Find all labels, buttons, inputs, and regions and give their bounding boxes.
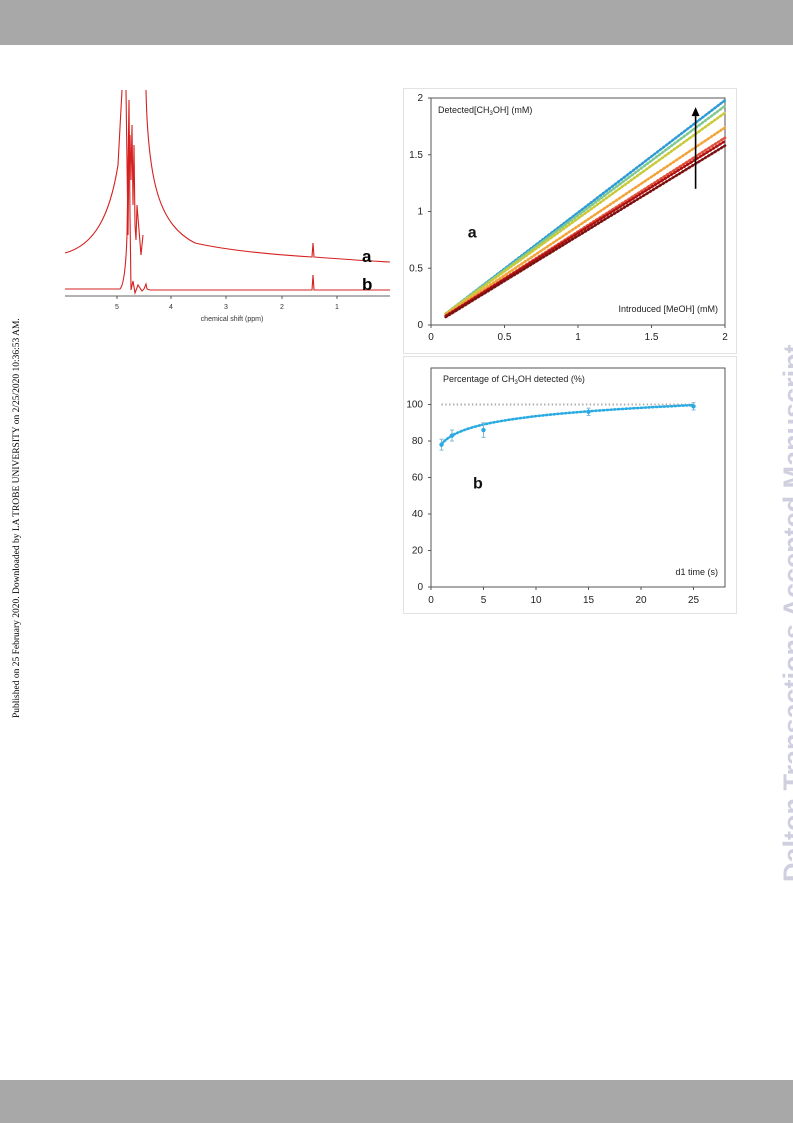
nmr-tick-label: 5 xyxy=(115,304,119,311)
y-tick-label: 1.5 xyxy=(409,150,423,161)
x-tick-label: 1.5 xyxy=(645,332,659,343)
data-point xyxy=(449,433,455,438)
data-point xyxy=(586,409,591,414)
y-tick-label: 100 xyxy=(406,400,423,411)
data-point xyxy=(481,427,486,433)
x-tick-label: 20 xyxy=(635,595,647,606)
chart-b: 0 5 10 15 20 25 0 20 40 60 80 100 Percentage of CH3O… xyxy=(406,367,726,606)
series-line xyxy=(444,144,727,319)
x-tick-label: 5 xyxy=(481,595,487,606)
y-tick-label: 60 xyxy=(412,473,424,484)
nmr-trace-a xyxy=(64,89,391,263)
chart-b-x-axis-label: d1 time (s) xyxy=(675,567,718,577)
chart-a: 0 0.5 1 1.5 2 0 0.5 1 1.5 2 Detected[CH3OH] (mM) In… xyxy=(409,93,728,343)
nmr-spectrum: 5 4 3 2 1 chemical shift (ppm) a b xyxy=(64,89,391,323)
x-tick-label: 1 xyxy=(575,332,581,343)
journal-watermark: Dalton Transactions Accepted Manuscript xyxy=(778,344,793,882)
x-tick-label: 2 xyxy=(722,332,728,343)
x-tick-label: 15 xyxy=(583,595,595,606)
y-tick-label: 20 xyxy=(412,546,424,557)
series-line xyxy=(444,111,727,315)
trend-line xyxy=(440,403,695,446)
series-line xyxy=(444,139,727,318)
nmr-tick-label: 2 xyxy=(280,304,284,311)
y-tick-label: 1 xyxy=(417,207,423,218)
publication-note: Published on 25 February 2020. Downloade… xyxy=(12,318,22,718)
nmr-tick-label: 3 xyxy=(224,304,228,311)
chart-a-panel-label: a xyxy=(468,225,477,242)
y-tick-label: 0.5 xyxy=(409,263,423,274)
chart-b-panel xyxy=(403,356,737,614)
arrow-head-icon xyxy=(691,107,700,117)
bottom-banner xyxy=(0,1080,793,1123)
y-tick-label: 0 xyxy=(417,582,423,593)
chart-a-x-axis-label: Introduced [MeOH] (mM) xyxy=(618,304,718,314)
nmr-x-axis-label: chemical shift (ppm) xyxy=(201,316,264,323)
x-tick-label: 0.5 xyxy=(498,332,512,343)
chart-b-panel-label: b xyxy=(473,475,483,492)
x-tick-label: 0 xyxy=(428,595,434,606)
chart-a-y-axis-label: Detected[CH3OH] (mM) xyxy=(438,105,532,117)
top-banner xyxy=(0,0,793,45)
chart-b-y-axis-label: Percentage of CH3OH detected (%) xyxy=(443,374,585,386)
x-tick-label: 0 xyxy=(428,332,434,343)
x-tick-label: 25 xyxy=(688,595,700,606)
data-point xyxy=(439,442,444,447)
trace-label-b: b xyxy=(362,275,372,294)
nmr-tick-label: 4 xyxy=(169,304,173,311)
y-tick-label: 2 xyxy=(417,93,423,104)
y-tick-label: 0 xyxy=(417,320,423,331)
series-line xyxy=(444,126,727,317)
y-tick-label: 80 xyxy=(412,436,424,447)
y-tick-label: 40 xyxy=(412,509,424,520)
x-tick-label: 10 xyxy=(530,595,542,606)
data-point xyxy=(691,404,696,409)
nmr-tick-label: 1 xyxy=(335,304,339,311)
nmr-trace-b xyxy=(65,99,390,296)
trace-label-a: a xyxy=(362,247,372,266)
